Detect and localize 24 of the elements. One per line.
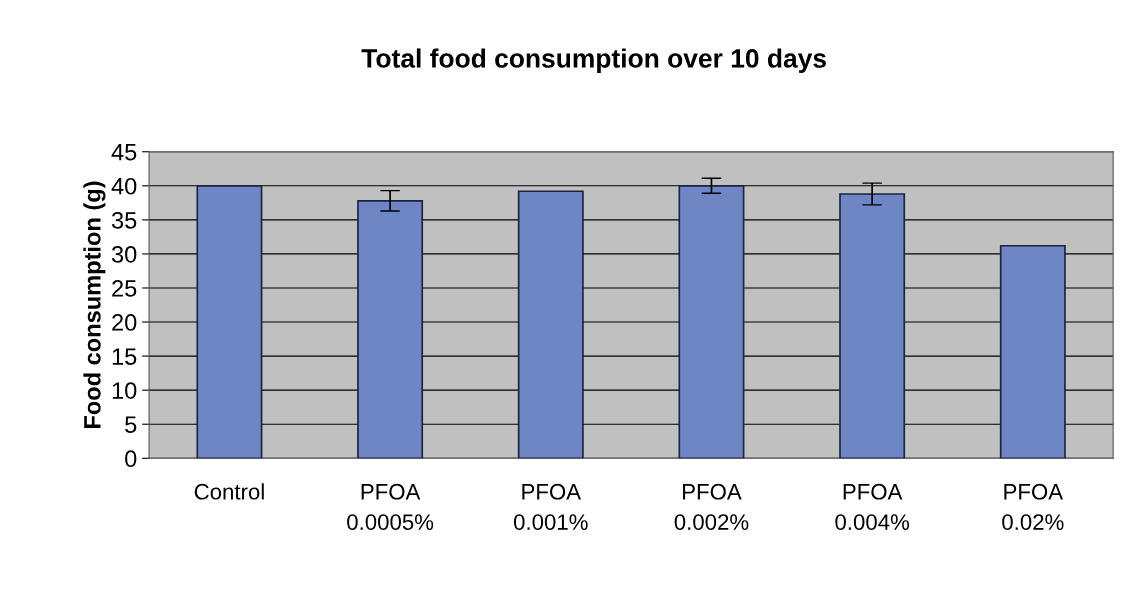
- y-tick-label: 15: [112, 348, 137, 365]
- y-tick-label: 5: [125, 416, 137, 434]
- y-tick-label: 25: [112, 280, 137, 297]
- x-tick-label: PFOA 0.002%: [674, 483, 749, 530]
- bar: [196, 184, 263, 459]
- chart-title: Total food consumption over 10 days: [361, 48, 826, 73]
- y-tick-label: 30: [111, 246, 137, 263]
- x-tick-label: Control: [194, 483, 264, 500]
- y-axis-title: Food consumption (g): [83, 181, 106, 429]
- y-tick-label: 20: [112, 314, 137, 331]
- bar: [357, 199, 424, 459]
- bar: [517, 190, 584, 459]
- y-tick-label: 0: [125, 450, 137, 468]
- x-tick-label: PFOA 0.0005%: [347, 483, 434, 530]
- y-tick-label: 45: [111, 144, 137, 161]
- x-tick-label: PFOA 0.02%: [1002, 483, 1064, 530]
- y-tick-label: 40: [111, 177, 137, 195]
- x-tick-label: PFOA 0.001%: [513, 483, 588, 530]
- y-tick-label: 10: [112, 382, 137, 399]
- bar: [999, 244, 1066, 459]
- y-tick-label: 35: [111, 211, 137, 229]
- x-tick-label: PFOA 0.004%: [835, 483, 910, 530]
- bar: [839, 193, 906, 459]
- bar: [678, 184, 745, 459]
